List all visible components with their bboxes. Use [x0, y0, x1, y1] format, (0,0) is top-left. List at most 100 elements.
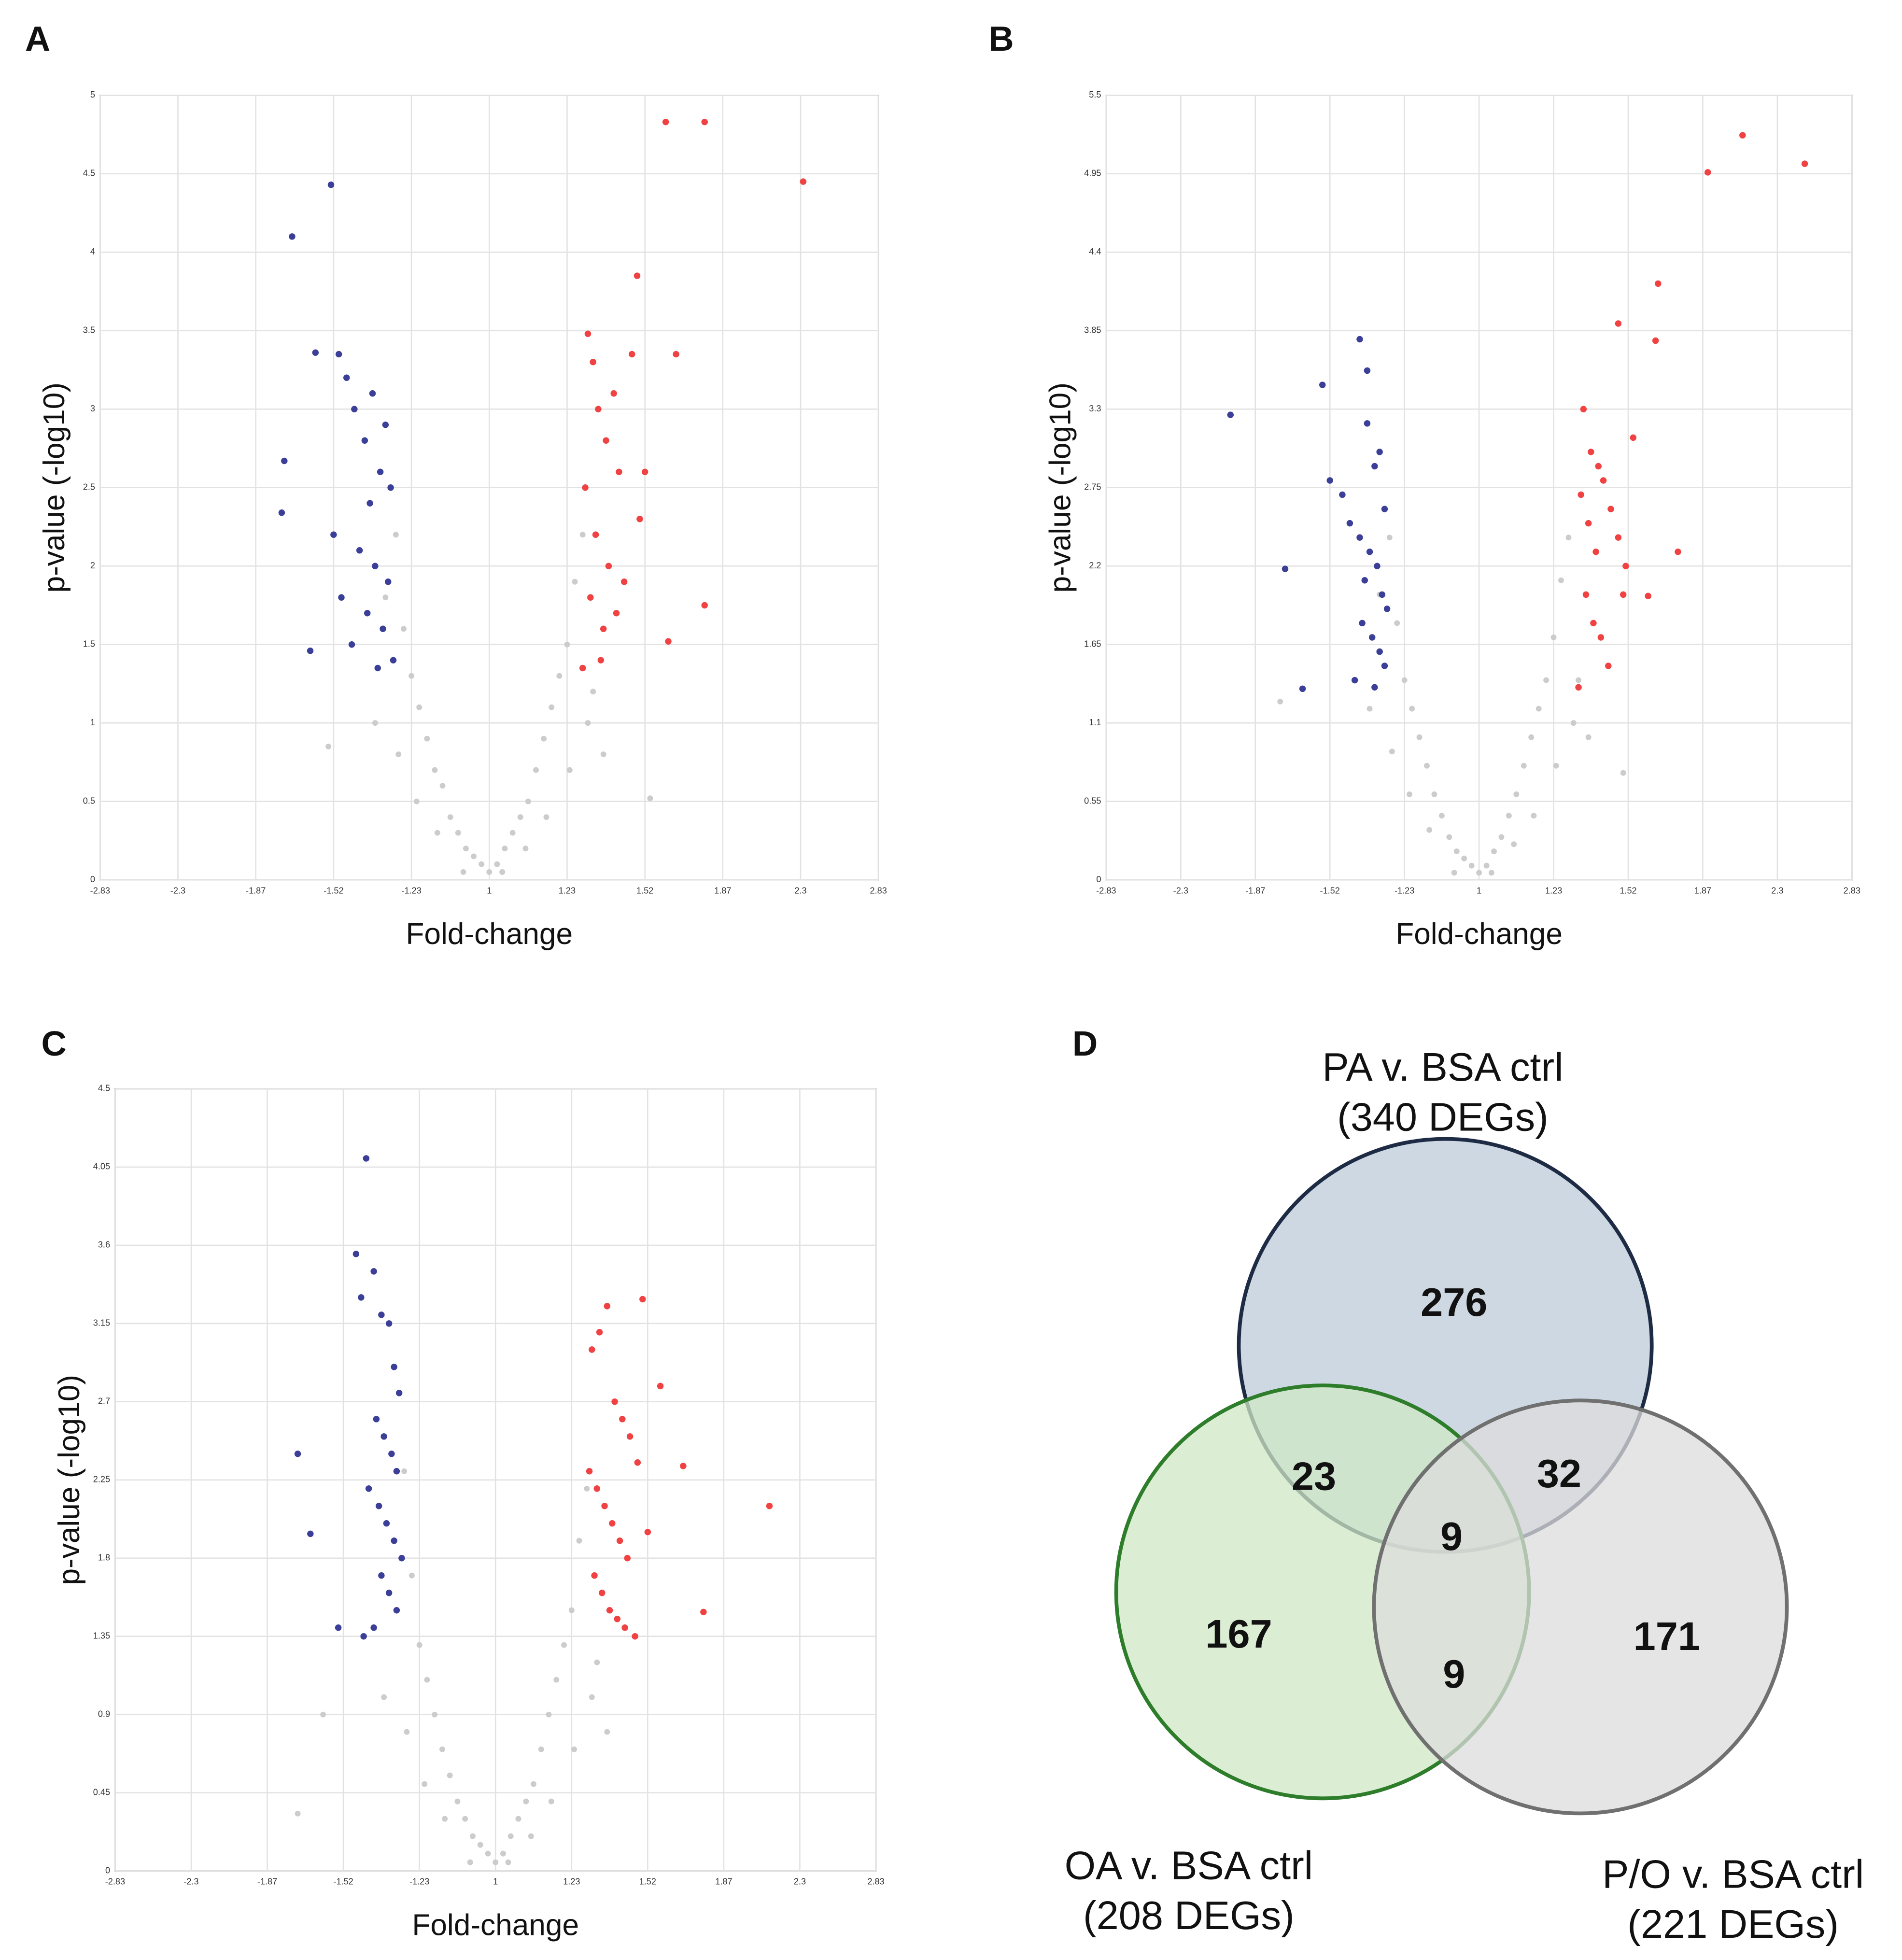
point — [338, 594, 345, 601]
point — [634, 272, 641, 279]
point — [1379, 591, 1386, 598]
panel-label: C — [42, 1024, 67, 1063]
point — [1451, 870, 1457, 876]
point — [1521, 762, 1527, 769]
x-tick-label: -1.52 — [324, 886, 343, 895]
point — [409, 673, 415, 679]
set-count: (340 DEGs) — [1337, 1095, 1549, 1140]
y-tick-label: 5 — [90, 90, 95, 99]
point — [439, 1746, 445, 1752]
x-tick-label: 2.3 — [794, 1877, 806, 1887]
point — [1590, 620, 1597, 627]
point — [662, 118, 669, 126]
point — [585, 720, 591, 726]
point — [370, 1624, 377, 1631]
point — [462, 1816, 468, 1822]
point — [584, 330, 592, 338]
point — [1553, 762, 1559, 769]
point — [424, 1677, 430, 1683]
y-tick-label: 1.5 — [83, 639, 95, 649]
x-tick-label: -2.83 — [90, 886, 110, 895]
point — [1371, 684, 1378, 691]
point — [320, 1711, 326, 1718]
point — [370, 1268, 377, 1275]
y-tick-label: 4.4 — [1089, 247, 1101, 256]
point — [1550, 635, 1557, 640]
x-tick-label: 1.87 — [714, 886, 731, 895]
point — [356, 547, 363, 554]
point — [564, 641, 570, 648]
point — [657, 1382, 664, 1390]
point — [393, 1468, 400, 1475]
set-count: (221 DEGs) — [1627, 1902, 1839, 1946]
point — [584, 1485, 590, 1492]
point — [1615, 534, 1622, 541]
point — [479, 861, 485, 867]
point — [1615, 320, 1622, 327]
point — [1652, 337, 1659, 344]
y-tick-label: 3.3 — [1089, 404, 1101, 413]
y-tick-label: 3.15 — [93, 1318, 110, 1328]
y-tick-label: 0.5 — [83, 796, 95, 805]
point — [644, 1529, 651, 1536]
point — [422, 1781, 428, 1787]
y-tick-label: 2.7 — [98, 1396, 110, 1406]
point — [351, 406, 358, 413]
point — [509, 830, 516, 836]
point — [455, 830, 461, 836]
point — [600, 625, 607, 632]
panel-label: D — [1072, 1024, 1098, 1063]
region-count: 23 — [1292, 1453, 1336, 1498]
point — [391, 1537, 397, 1544]
point — [381, 1694, 387, 1700]
region-count: 276 — [1421, 1280, 1487, 1325]
y-tick-label: 0.45 — [93, 1787, 110, 1797]
point — [1356, 534, 1363, 541]
point — [561, 1642, 567, 1648]
point — [1361, 577, 1368, 584]
point — [601, 1503, 608, 1509]
point — [1705, 169, 1711, 176]
y-tick-label: 5.5 — [1089, 90, 1101, 99]
point — [568, 1607, 575, 1613]
point — [1386, 535, 1393, 541]
point — [595, 406, 602, 413]
point — [525, 798, 531, 804]
point — [647, 795, 653, 802]
point — [307, 1530, 314, 1537]
point — [680, 1463, 687, 1469]
point — [387, 484, 394, 491]
set-name: PA v. BSA ctrl — [1322, 1044, 1563, 1089]
x-tick-label: 1.52 — [636, 886, 653, 895]
point — [1592, 548, 1599, 555]
point — [621, 1624, 628, 1631]
point — [593, 1485, 601, 1492]
point — [579, 664, 586, 672]
point — [502, 846, 508, 852]
point — [626, 1433, 634, 1440]
point — [447, 1772, 453, 1778]
point — [382, 594, 389, 601]
point — [1227, 411, 1234, 418]
point — [636, 516, 643, 522]
point — [493, 1859, 499, 1865]
point — [604, 1729, 610, 1735]
point — [616, 468, 622, 476]
y-tick-label: 1.8 — [98, 1553, 110, 1563]
x-tick-label: -2.3 — [170, 886, 185, 895]
x-tick-label: 2.83 — [1844, 886, 1860, 895]
point — [700, 1608, 707, 1616]
point — [477, 1842, 483, 1848]
x-tick-label: -1.87 — [246, 886, 266, 895]
point — [307, 647, 314, 654]
point — [609, 1520, 616, 1527]
point — [1528, 734, 1535, 740]
point — [1498, 834, 1505, 840]
x-tick-label: 1 — [1477, 886, 1481, 895]
point — [393, 1607, 400, 1614]
y-tick-label: 4.5 — [83, 169, 95, 178]
point — [1576, 677, 1581, 683]
region-count: 171 — [1634, 1614, 1700, 1659]
point — [606, 1607, 613, 1614]
point — [361, 437, 368, 444]
